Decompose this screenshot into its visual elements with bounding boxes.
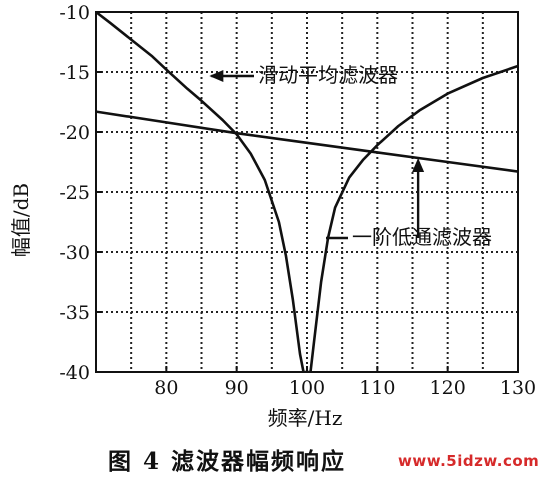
- x-tick-label: 130: [500, 377, 536, 399]
- figure-caption: 图 4 滤波器幅频响应: [108, 448, 347, 475]
- annotation-arrowhead: [412, 158, 425, 172]
- y-tick-label: -10: [59, 2, 90, 24]
- annotation-label: 一阶低通滤波器: [352, 225, 492, 249]
- y-tick-label: -20: [59, 122, 90, 144]
- tick-labels: 80 90 100 110 120 130 -10 -15 -20 -25 -30 -35 -40: [59, 2, 536, 399]
- annotation-label: 滑动平均滤波器: [258, 63, 398, 87]
- x-tick-label: 110: [359, 377, 395, 399]
- x-tick-label: 90: [225, 377, 249, 399]
- y-tick-label: -35: [59, 302, 90, 324]
- y-axis-label: 幅值/dB: [9, 183, 33, 257]
- series-lines: [96, 12, 518, 372]
- x-tick-label: 100: [289, 377, 325, 399]
- x-tick-label: 80: [154, 377, 178, 399]
- grid: [96, 12, 518, 372]
- y-tick-label: -15: [59, 62, 90, 84]
- x-axis-label: 频率/Hz: [268, 406, 343, 430]
- watermark: www.5idzw.com: [398, 452, 540, 470]
- y-tick-label: -25: [59, 182, 90, 204]
- series-line-1: [96, 12, 518, 372]
- x-tick-label: 120: [430, 377, 466, 399]
- annotation-arrowhead: [209, 70, 224, 82]
- caption-row: 图 4 滤波器幅频响应 www.5idzw.com: [0, 442, 540, 476]
- y-tick-label: -30: [59, 242, 90, 264]
- series-line-2: [96, 110, 518, 173]
- y-tick-label: -40: [59, 362, 90, 384]
- chart: 80 90 100 110 120 130 -10 -15 -20 -25 -30 -35 -40 滑动…: [9, 2, 536, 430]
